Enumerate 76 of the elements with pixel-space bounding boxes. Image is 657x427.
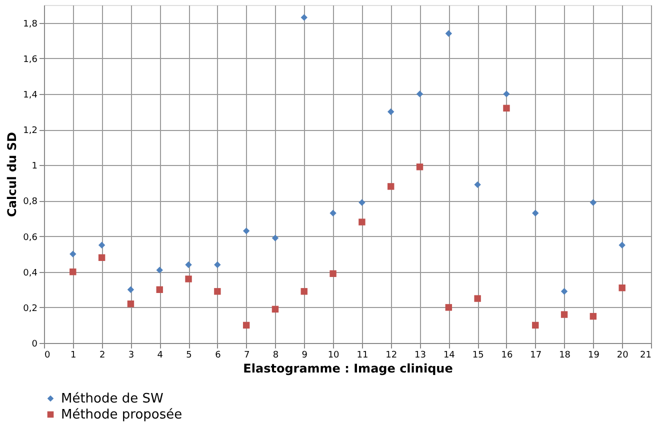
point — [416, 164, 424, 170]
point — [300, 14, 308, 21]
point — [503, 90, 510, 98]
point — [300, 288, 308, 295]
x-tick-label: 11 — [356, 350, 368, 360]
x-tick-label: 7 — [244, 350, 250, 360]
point — [474, 295, 481, 302]
x-axis-title: Elastogramme : Image clinique — [243, 362, 453, 376]
legend-label: Méthode de SW — [61, 392, 164, 406]
point — [618, 242, 626, 249]
x-tick-label: 19 — [588, 350, 600, 360]
y-tick-label: 1,2 — [23, 126, 38, 136]
point — [214, 261, 221, 268]
y-tick-label: 0 — [32, 340, 38, 350]
point — [185, 261, 192, 268]
point — [358, 218, 366, 226]
x-tick-label: 9 — [302, 350, 308, 360]
x-tick-label: 21 — [640, 350, 652, 360]
point — [156, 266, 163, 274]
point — [388, 183, 394, 190]
x-tick-label: 3 — [128, 350, 134, 360]
x-tick-label: 5 — [186, 350, 192, 360]
point — [590, 312, 597, 320]
x-tick-label: 18 — [559, 350, 571, 360]
x-tick-label: 8 — [272, 350, 279, 360]
point — [70, 250, 76, 258]
point — [618, 284, 626, 292]
x-tick-label: 14 — [443, 350, 456, 360]
point — [242, 322, 250, 329]
point — [127, 286, 134, 293]
x-tick-label: 2 — [99, 350, 106, 360]
x-tick-label: 15 — [472, 350, 484, 360]
point — [242, 228, 250, 234]
y-tick-label: 0,6 — [23, 232, 38, 243]
x-tick-label: 16 — [501, 350, 513, 360]
legend-label: Méthode proposée — [61, 408, 182, 422]
point — [272, 306, 279, 313]
point — [388, 108, 394, 116]
point — [445, 304, 452, 311]
point — [272, 234, 279, 242]
x-tick-label: 10 — [328, 350, 340, 360]
point — [127, 300, 134, 308]
point — [358, 199, 366, 206]
x-tick-label: 17 — [530, 350, 542, 360]
point — [560, 288, 568, 295]
point — [445, 30, 452, 37]
x-tick-label: 0 — [44, 350, 50, 360]
x-tick-label: 13 — [414, 350, 426, 360]
y-tick-label: 0,2 — [23, 304, 38, 314]
point — [98, 242, 106, 249]
point — [532, 322, 539, 329]
y-tick-label: 1,8 — [23, 19, 38, 30]
point — [532, 210, 539, 216]
point — [156, 286, 163, 293]
y-tick-label: 1,6 — [23, 54, 38, 65]
x-tick-label: 4 — [157, 350, 164, 360]
point — [503, 104, 510, 112]
point — [214, 288, 221, 295]
x-tick-label: 6 — [215, 350, 222, 360]
y-tick-label: 1 — [32, 162, 38, 172]
x-tick-label: 12 — [386, 350, 398, 360]
x-tick-label: 20 — [616, 350, 629, 360]
y-axis-title: Calcul du SD — [5, 132, 20, 217]
point — [416, 90, 424, 98]
y-tick-label: 0,8 — [23, 197, 38, 208]
point — [70, 268, 76, 276]
y-tick-label: 1,4 — [23, 90, 38, 100]
point — [98, 254, 106, 261]
point — [185, 276, 192, 282]
x-tick-label: 1 — [70, 350, 76, 360]
point — [330, 210, 336, 216]
y-tick-label: 0,4 — [23, 268, 38, 278]
point — [474, 181, 481, 188]
point — [330, 270, 336, 277]
point — [590, 199, 597, 206]
point — [560, 311, 568, 318]
